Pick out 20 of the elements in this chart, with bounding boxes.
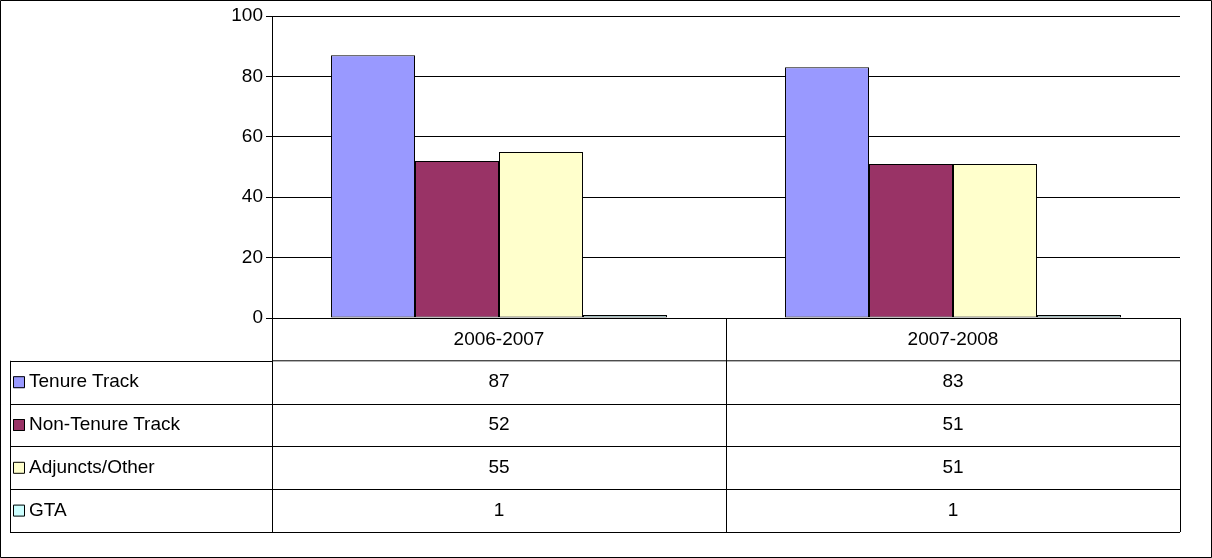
- data-label: 55: [488, 456, 510, 478]
- y-tick-label: 40: [241, 185, 263, 207]
- legend-label: GTA: [29, 498, 67, 520]
- y-tick-label: 100: [231, 4, 263, 26]
- data-label: 1: [493, 498, 505, 520]
- y-tick-label: 80: [241, 64, 263, 86]
- y-tick-label: 60: [241, 125, 263, 147]
- x-tick-label: 2007-2008: [907, 327, 999, 349]
- x-tick-label: 2006-2007: [453, 327, 545, 349]
- y-tick-label: 0: [252, 306, 263, 328]
- data-label: 51: [942, 456, 964, 478]
- y-tick-label: 20: [241, 245, 263, 267]
- data-label: 87: [488, 370, 510, 392]
- data-label: 51: [942, 413, 964, 435]
- legend-label: Adjuncts/Other: [29, 456, 156, 478]
- data-label: 83: [942, 370, 964, 392]
- data-label: 52: [488, 413, 510, 435]
- data-label: 1: [947, 498, 959, 520]
- legend-label: Tenure Track: [29, 370, 140, 392]
- legend-label: Non-Tenure Track: [29, 413, 181, 435]
